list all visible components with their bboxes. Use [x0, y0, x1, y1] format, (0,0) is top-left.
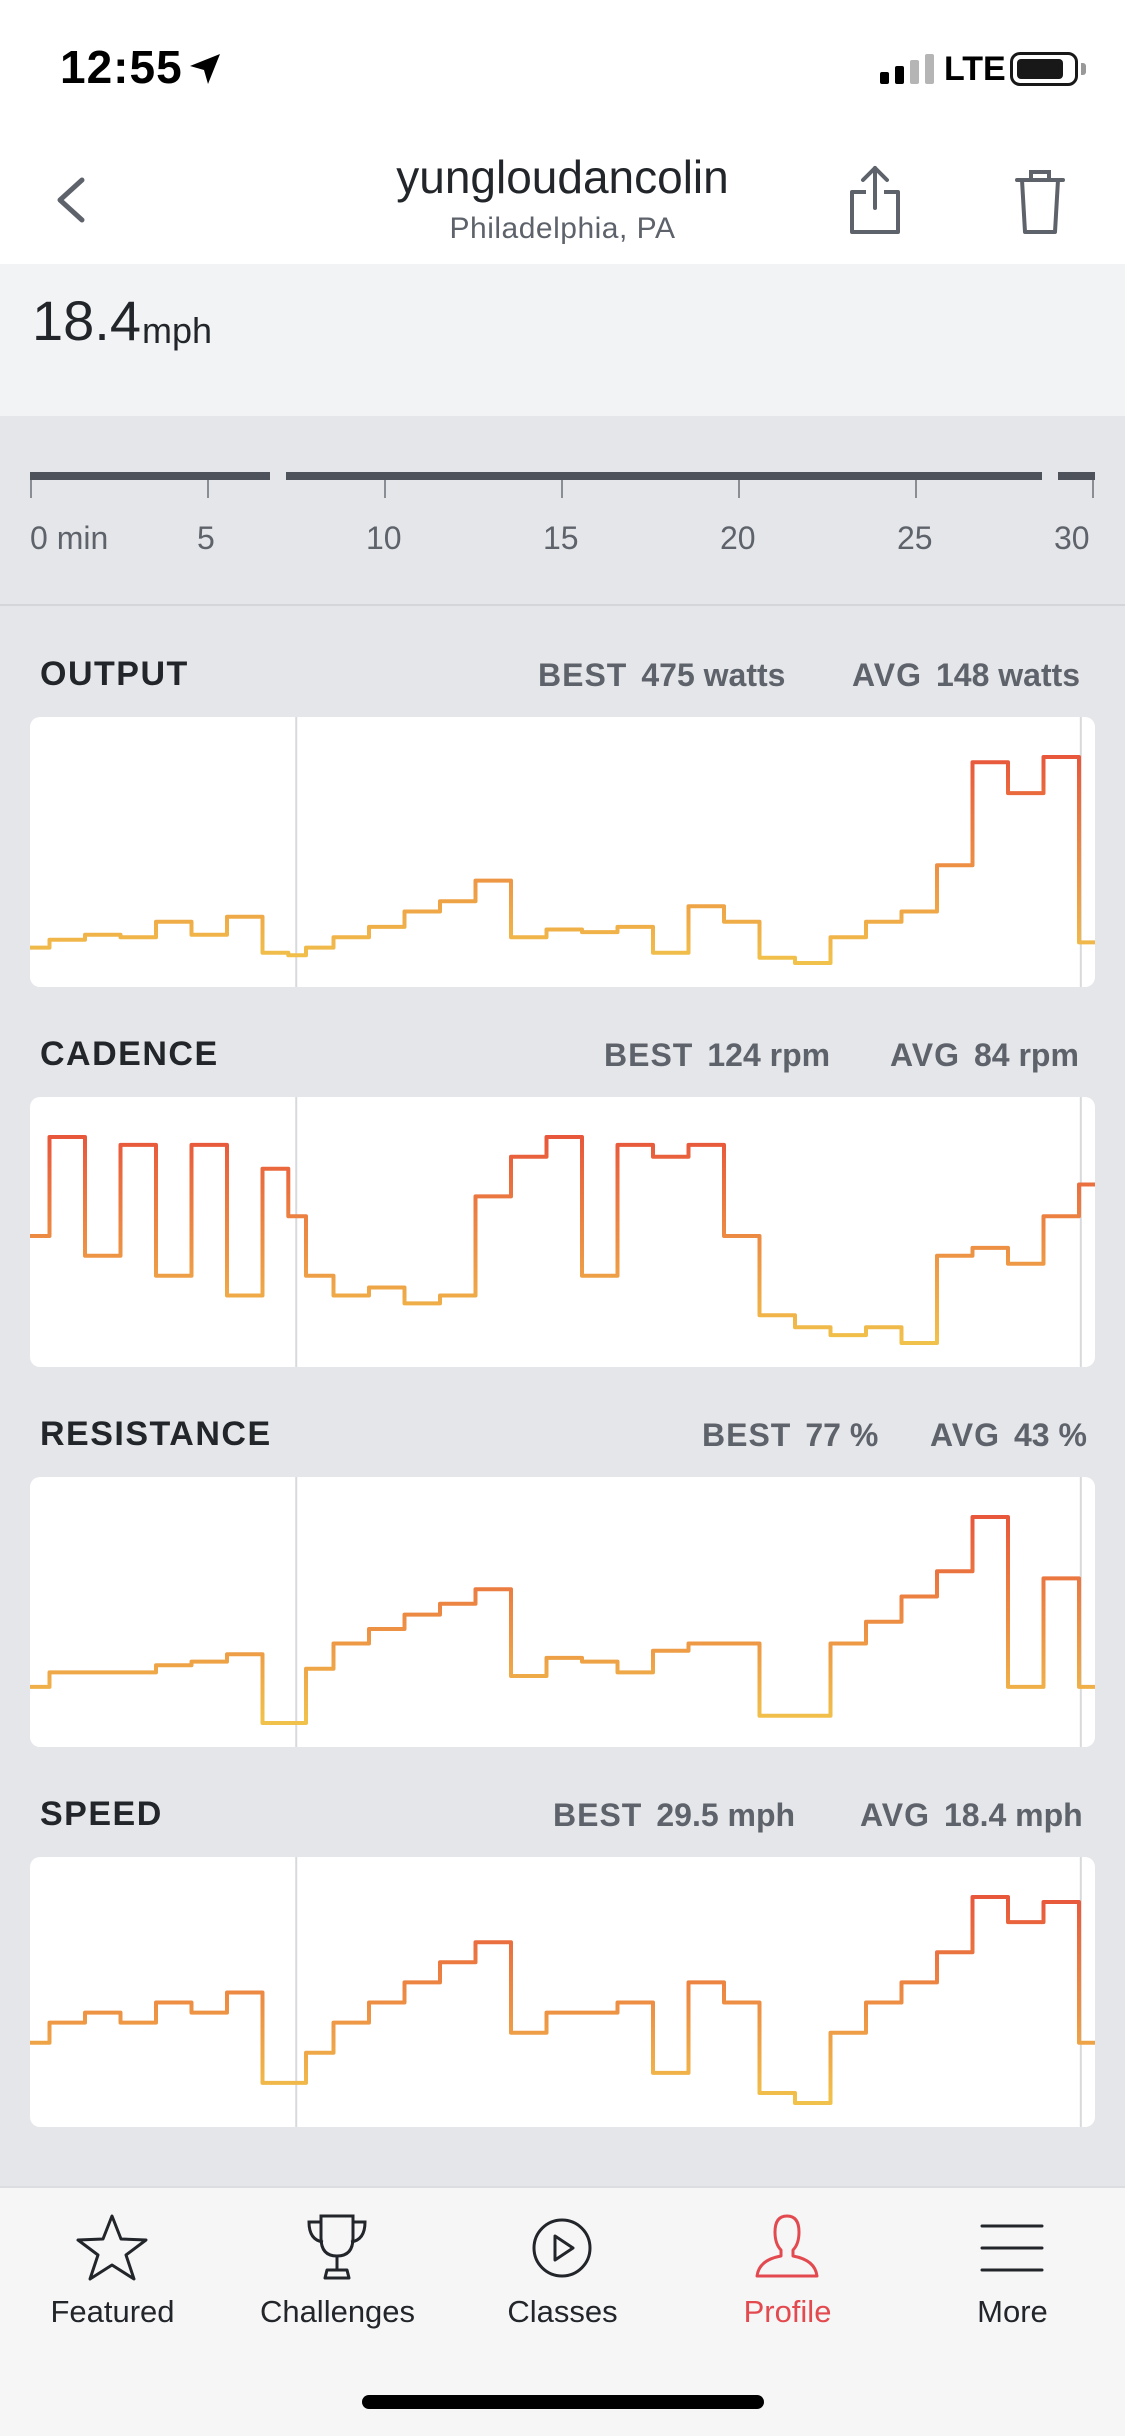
- metric-title: SPEED: [40, 1795, 163, 1833]
- tab-label: Classes: [507, 2294, 618, 2329]
- star-icon: [76, 2214, 148, 2281]
- tab-label: More: [977, 2294, 1048, 2329]
- tab-classes[interactable]: Classes: [450, 2204, 675, 2334]
- play-circle-icon: [532, 2218, 592, 2278]
- tab-profile[interactable]: Profile: [675, 2204, 900, 2334]
- summary-value: 18.4: [32, 289, 141, 352]
- chart-series-line: [30, 1135, 1095, 1345]
- chevron-left-icon[interactable]: [40, 160, 110, 240]
- page-subtitle: Philadelphia, PA: [449, 212, 676, 245]
- avg-stat: AVG 84 rpm: [890, 1037, 1079, 1073]
- best-stat: BEST 29.5 mph: [553, 1797, 796, 1833]
- tab-label: Challenges: [259, 2294, 416, 2329]
- avg-stat: AVG 43 %: [930, 1417, 1087, 1453]
- metric-title: OUTPUT: [40, 655, 189, 693]
- best-stat: BEST 475 watts: [538, 657, 786, 693]
- status-time: 12:55: [60, 41, 183, 93]
- page-title: yungloudancolin: [396, 151, 729, 203]
- output-chart: [30, 717, 1095, 987]
- battery-icon: [1010, 52, 1078, 86]
- tab-featured[interactable]: Featured: [0, 2204, 225, 2334]
- avg-stat: AVG 148 watts: [852, 657, 1081, 693]
- trophy-icon: [307, 2214, 367, 2280]
- menu-icon: [980, 2224, 1044, 2272]
- metric-header-resistance: RESISTANCE BEST 77 % AVG 43 %: [0, 1405, 1125, 1465]
- tab-more[interactable]: More: [900, 2204, 1125, 2334]
- chart-card-resistance[interactable]: [30, 1477, 1095, 1747]
- tab-bar: Featured Challenges Classes Profile More: [0, 2186, 1125, 2436]
- timeline-bar[interactable]: [0, 416, 1125, 606]
- avg-stat: AVG 18.4 mph: [860, 1797, 1083, 1833]
- timeline-label: 5: [197, 520, 215, 556]
- metric-header-output: OUTPUT BEST 475 watts AVG 148 watts: [0, 645, 1125, 705]
- metric-title: RESISTANCE: [40, 1415, 272, 1453]
- best-stat: BEST 124 rpm: [604, 1037, 831, 1073]
- resistance-chart: [30, 1477, 1095, 1747]
- summary-unit: mph: [142, 310, 213, 351]
- person-icon: [755, 2214, 819, 2278]
- share-icon[interactable]: [840, 160, 910, 240]
- network-label: LTE: [944, 50, 1006, 88]
- chart-card-output[interactable]: [30, 717, 1095, 987]
- timeline-label: 20: [720, 520, 756, 556]
- metric-header-speed: SPEED BEST 29.5 mph AVG 18.4 mph: [0, 1785, 1125, 1845]
- status-bar: 12:55 LTE: [0, 0, 1125, 132]
- timeline-label: 0 min: [30, 520, 109, 556]
- timeline-label: 30: [1054, 520, 1090, 556]
- chart-series-line: [30, 1895, 1095, 2105]
- tab-label: Profile: [743, 2294, 832, 2329]
- timeline-scrubber[interactable]: 0 min 5 10 15 20 25 30: [0, 416, 1125, 606]
- chart-series-line: [30, 755, 1095, 965]
- location-arrow-icon: [190, 54, 220, 84]
- timeline-label: 15: [543, 520, 579, 556]
- best-stat: BEST 77 %: [702, 1417, 879, 1453]
- nav-header: yungloudancolin Philadelphia, PA: [0, 132, 1125, 264]
- tab-label: Featured: [50, 2294, 175, 2329]
- metric-header-cadence: CADENCE BEST 124 rpm AVG 84 rpm: [0, 1025, 1125, 1085]
- speed-chart: [30, 1857, 1095, 2127]
- home-indicator: [362, 2395, 764, 2409]
- chart-series-line: [30, 1515, 1095, 1725]
- timeline-label: 10: [366, 520, 402, 556]
- tab-challenges[interactable]: Challenges: [225, 2204, 450, 2334]
- summary-panel: 18.4 mph: [0, 264, 1125, 416]
- cadence-chart: [30, 1097, 1095, 1367]
- trash-icon[interactable]: [1005, 160, 1075, 240]
- metric-title: CADENCE: [40, 1035, 219, 1073]
- chart-card-cadence[interactable]: [30, 1097, 1095, 1367]
- signal-icon: [880, 52, 934, 84]
- chart-card-speed[interactable]: [30, 1857, 1095, 2127]
- timeline-label: 25: [897, 520, 933, 556]
